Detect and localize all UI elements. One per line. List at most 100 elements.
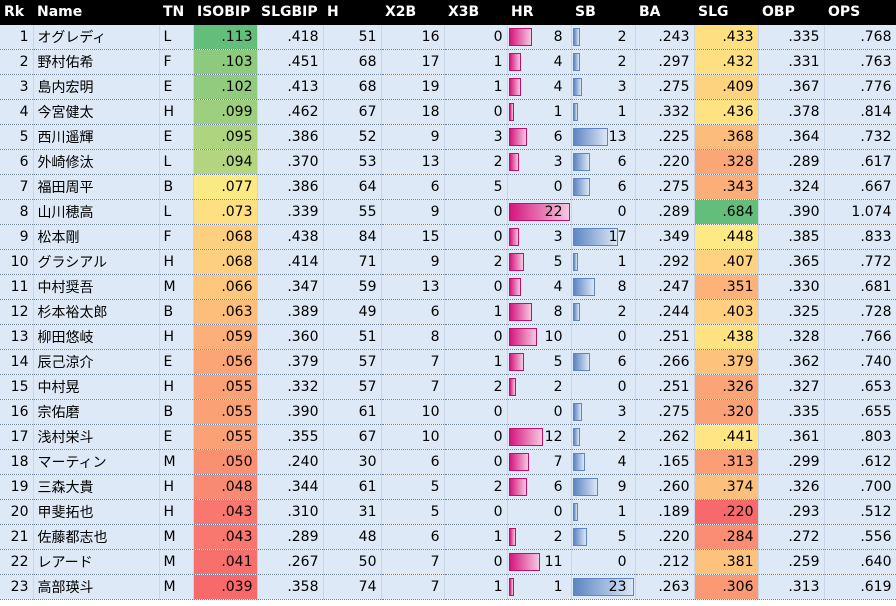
cell-sb[interactable]: 0 (571, 374, 636, 400)
cell-slg[interactable]: .368 (694, 124, 759, 150)
cell-hr[interactable]: 0 (507, 399, 572, 425)
cell-x2b[interactable]: 18 (381, 99, 445, 125)
cell-ops[interactable]: .655 (824, 399, 896, 425)
cell-isobip[interactable]: .099 (193, 99, 258, 125)
cell-hr[interactable]: 3 (507, 224, 572, 250)
cell-rk[interactable]: 10 (0, 249, 34, 275)
cell-h[interactable]: 51 (323, 24, 382, 50)
cell-obp[interactable]: .378 (758, 99, 825, 125)
cell-rk[interactable]: 18 (0, 449, 34, 475)
cell-slgbip[interactable]: .389 (257, 299, 324, 325)
cell-obp[interactable]: .364 (758, 124, 825, 150)
cell-ops[interactable]: .833 (824, 224, 896, 250)
cell-name[interactable]: 宗佑磨 (33, 399, 160, 425)
cell-name[interactable]: 福田周平 (33, 174, 160, 200)
cell-name[interactable]: 柳田悠岐 (33, 324, 160, 350)
cell-slgbip[interactable]: .267 (257, 549, 324, 575)
cell-hr[interactable]: 2 (507, 524, 572, 550)
cell-slg[interactable]: .379 (694, 349, 759, 375)
cell-h[interactable]: 67 (323, 99, 382, 125)
cell-slgbip[interactable]: .370 (257, 149, 324, 175)
cell-x3b[interactable]: 0 (444, 24, 508, 50)
cell-h[interactable]: 71 (323, 249, 382, 275)
cell-x2b[interactable]: 17 (381, 49, 445, 75)
cell-rk[interactable]: 5 (0, 124, 34, 150)
cell-h[interactable]: 64 (323, 174, 382, 200)
cell-name[interactable]: 浅村栄斗 (33, 424, 160, 450)
cell-slgbip[interactable]: .414 (257, 249, 324, 275)
cell-rk[interactable]: 6 (0, 149, 34, 175)
cell-sb[interactable]: 1 (571, 499, 636, 525)
cell-tn[interactable]: L (159, 199, 194, 225)
cell-slgbip[interactable]: .390 (257, 399, 324, 425)
cell-h[interactable]: 52 (323, 124, 382, 150)
cell-tn[interactable]: B (159, 174, 194, 200)
col-header-name[interactable]: Name (33, 0, 159, 25)
cell-obp[interactable]: .326 (758, 474, 825, 500)
cell-x2b[interactable]: 5 (381, 474, 445, 500)
cell-tn[interactable]: M (159, 549, 194, 575)
cell-name[interactable]: 山川穂高 (33, 199, 160, 225)
cell-x3b[interactable]: 2 (444, 249, 508, 275)
col-header-ba[interactable]: BA (635, 0, 694, 25)
cell-slg[interactable]: .441 (694, 424, 759, 450)
cell-isobip[interactable]: .050 (193, 449, 258, 475)
cell-hr[interactable]: 6 (507, 124, 572, 150)
cell-obp[interactable]: .367 (758, 74, 825, 100)
cell-x3b[interactable]: 1 (444, 349, 508, 375)
cell-name[interactable]: 甲斐拓也 (33, 499, 160, 525)
cell-slg[interactable]: .374 (694, 474, 759, 500)
cell-rk[interactable]: 14 (0, 349, 34, 375)
cell-hr[interactable]: 5 (507, 349, 572, 375)
cell-isobip[interactable]: .103 (193, 49, 258, 75)
cell-sb[interactable]: 9 (571, 474, 636, 500)
cell-x3b[interactable]: 1 (444, 524, 508, 550)
cell-isobip[interactable]: .102 (193, 74, 258, 100)
cell-ba[interactable]: .165 (635, 449, 695, 475)
cell-h[interactable]: 57 (323, 349, 382, 375)
cell-h[interactable]: 57 (323, 374, 382, 400)
cell-name[interactable]: 野村佑希 (33, 49, 160, 75)
cell-obp[interactable]: .327 (758, 374, 825, 400)
cell-sb[interactable]: 2 (571, 24, 636, 50)
cell-sb[interactable]: 2 (571, 424, 636, 450)
cell-x2b[interactable]: 7 (381, 574, 445, 600)
cell-h[interactable]: 68 (323, 49, 382, 75)
cell-ba[interactable]: .275 (635, 399, 695, 425)
cell-x3b[interactable]: 1 (444, 299, 508, 325)
cell-slg[interactable]: .448 (694, 224, 759, 250)
cell-slgbip[interactable]: .451 (257, 49, 324, 75)
cell-x2b[interactable]: 7 (381, 349, 445, 375)
cell-ops[interactable]: .700 (824, 474, 896, 500)
cell-name[interactable]: オグレディ (33, 24, 160, 50)
cell-obp[interactable]: .313 (758, 574, 825, 600)
cell-slg[interactable]: .436 (694, 99, 759, 125)
cell-isobip[interactable]: .041 (193, 549, 258, 575)
col-header-hr[interactable]: HR (507, 0, 571, 25)
cell-slg[interactable]: .438 (694, 324, 759, 350)
cell-x3b[interactable]: 0 (444, 274, 508, 300)
cell-sb[interactable]: 4 (571, 449, 636, 475)
cell-name[interactable]: 中村奨吾 (33, 274, 160, 300)
cell-h[interactable]: 51 (323, 324, 382, 350)
cell-slgbip[interactable]: .418 (257, 24, 324, 50)
cell-h[interactable]: 49 (323, 299, 382, 325)
cell-x3b[interactable]: 1 (444, 574, 508, 600)
cell-slgbip[interactable]: .379 (257, 349, 324, 375)
cell-name[interactable]: レアード (33, 549, 160, 575)
cell-ops[interactable]: .732 (824, 124, 896, 150)
cell-h[interactable]: 67 (323, 424, 382, 450)
cell-hr[interactable]: 3 (507, 149, 572, 175)
cell-ops[interactable]: .640 (824, 549, 896, 575)
cell-slg[interactable]: .432 (694, 49, 759, 75)
cell-obp[interactable]: .331 (758, 49, 825, 75)
cell-rk[interactable]: 22 (0, 549, 34, 575)
cell-x3b[interactable]: 2 (444, 149, 508, 175)
cell-slgbip[interactable]: .358 (257, 574, 324, 600)
cell-slg[interactable]: .306 (694, 574, 759, 600)
cell-obp[interactable]: .328 (758, 324, 825, 350)
cell-x2b[interactable]: 7 (381, 374, 445, 400)
cell-hr[interactable]: 6 (507, 474, 572, 500)
cell-ba[interactable]: .263 (635, 574, 695, 600)
cell-x3b[interactable]: 0 (444, 449, 508, 475)
